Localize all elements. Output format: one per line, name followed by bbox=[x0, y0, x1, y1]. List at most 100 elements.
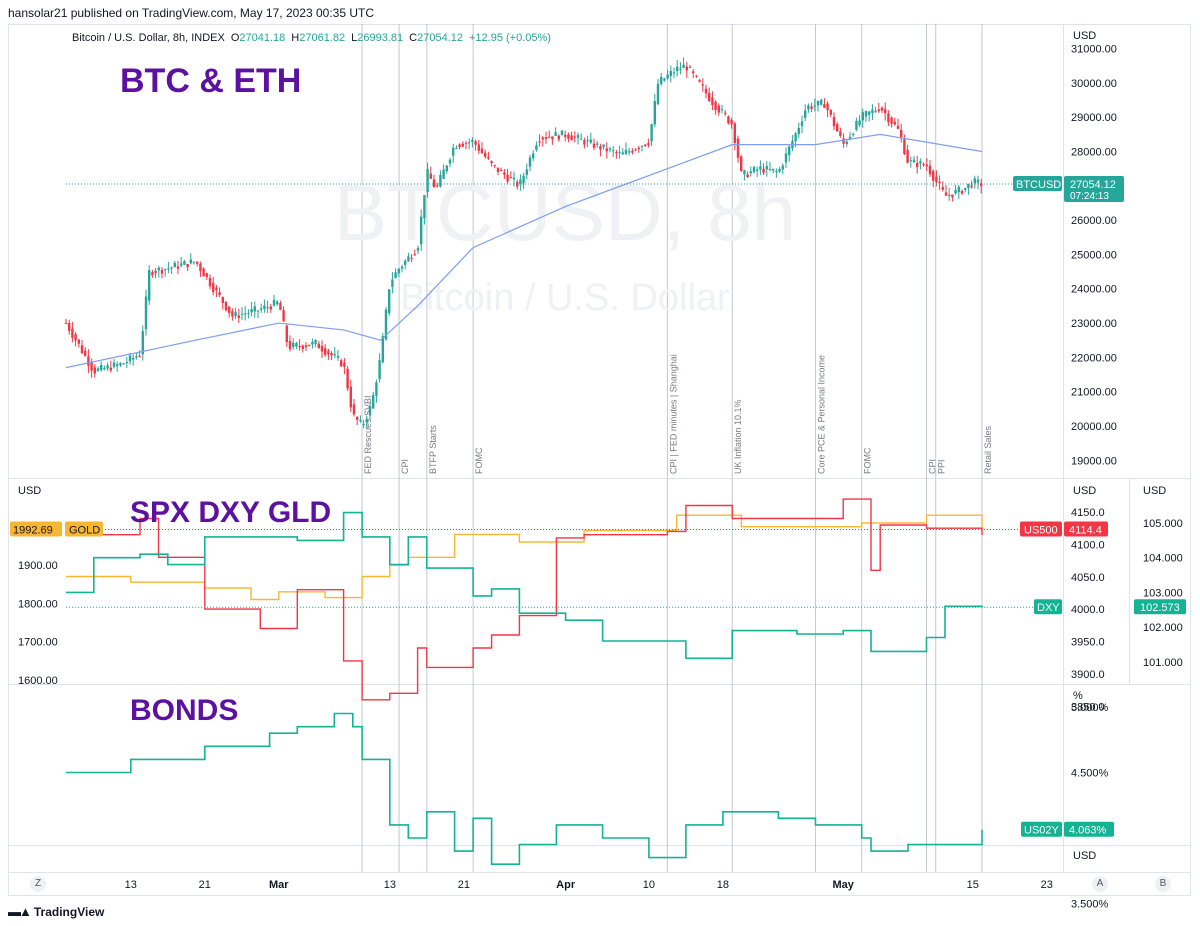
zoom-button[interactable]: Z bbox=[30, 876, 46, 892]
candle-body bbox=[362, 424, 365, 426]
candle-body bbox=[762, 168, 765, 173]
candle-body bbox=[746, 174, 749, 178]
candle-body bbox=[916, 162, 919, 168]
candle-body bbox=[788, 146, 791, 156]
candle-body bbox=[951, 194, 954, 198]
candle-body bbox=[407, 256, 410, 262]
event-label: CPI bbox=[927, 459, 937, 474]
event-label: CPI | FED minutes | Shanghai bbox=[668, 354, 678, 474]
gold-last-value: 1992.69 bbox=[13, 524, 53, 536]
candle-body bbox=[813, 105, 816, 107]
tradingview-logo[interactable]: ▬▲ TradingView bbox=[8, 904, 104, 919]
gold-tick-label: 1700.00 bbox=[18, 637, 58, 649]
y-axis-unit: USD bbox=[1073, 30, 1096, 42]
candle-body bbox=[202, 268, 205, 277]
legend-l-label: L bbox=[351, 32, 357, 44]
log-scale-button[interactable]: B bbox=[1155, 876, 1171, 892]
candle-body bbox=[647, 143, 650, 146]
candle-body bbox=[256, 310, 260, 312]
candle-body bbox=[858, 120, 861, 126]
candle-body bbox=[519, 179, 522, 185]
spx-axis-unit: USD bbox=[1073, 485, 1096, 497]
spx-tick-label: 4050.0 bbox=[1071, 572, 1105, 584]
candle-body bbox=[874, 110, 877, 112]
candle-body bbox=[125, 362, 128, 364]
candle-body bbox=[957, 186, 960, 193]
candle-body bbox=[749, 171, 752, 174]
dxy-last-bg bbox=[1134, 599, 1186, 615]
event-label: PPI bbox=[937, 459, 947, 474]
candle-body bbox=[663, 78, 666, 81]
bottom-axis-unit: USD bbox=[1073, 850, 1096, 862]
candle-body bbox=[743, 170, 746, 175]
candle-body bbox=[314, 340, 317, 345]
candle-body bbox=[173, 262, 176, 268]
x-tick-label: Apr bbox=[556, 879, 576, 891]
legend-o-label: O bbox=[231, 32, 240, 44]
candle-body bbox=[692, 71, 695, 74]
candle-body bbox=[276, 301, 279, 305]
moving-average-line bbox=[65, 133, 983, 369]
y-tick-label: 21000.00 bbox=[1071, 387, 1117, 399]
candle-body bbox=[490, 161, 493, 164]
legend-l: 26993.81 bbox=[357, 32, 403, 44]
candle-body bbox=[903, 139, 906, 155]
candle-body bbox=[480, 148, 484, 154]
candle-body bbox=[941, 187, 944, 190]
candle-body bbox=[781, 165, 784, 170]
candle-body bbox=[570, 135, 573, 141]
candle-body bbox=[896, 125, 900, 129]
candle-body bbox=[263, 305, 266, 309]
dxy-tick-label: 105.000 bbox=[1143, 518, 1183, 530]
candle-body bbox=[343, 362, 346, 367]
candle-body bbox=[682, 64, 685, 68]
candle-body bbox=[912, 159, 916, 163]
candle-body bbox=[333, 354, 336, 356]
candle-body bbox=[234, 311, 237, 316]
candle-body bbox=[804, 110, 807, 118]
candle-body bbox=[493, 165, 496, 167]
candle-body bbox=[285, 325, 288, 342]
legend-header: Bitcoin / U.S. Dollar, 8h, INDEX O27041.1… bbox=[72, 32, 551, 44]
event-label: CPI bbox=[400, 459, 410, 474]
candle-body bbox=[573, 136, 576, 138]
candle-body bbox=[164, 269, 167, 271]
candle-body bbox=[183, 261, 186, 265]
gold-tag-bg bbox=[65, 521, 103, 537]
candle-body bbox=[823, 104, 826, 108]
event-label: FOMC bbox=[863, 447, 873, 474]
candle-body bbox=[807, 105, 810, 110]
candle-body bbox=[100, 364, 103, 371]
candle-body bbox=[308, 344, 311, 346]
candle-body bbox=[474, 141, 477, 145]
candle-body bbox=[794, 133, 797, 142]
candle-body bbox=[618, 152, 621, 154]
x-tick-label: May bbox=[833, 879, 855, 891]
candle-body bbox=[212, 282, 215, 292]
candle-body bbox=[528, 157, 532, 167]
candle-body bbox=[583, 140, 586, 145]
candle-body bbox=[884, 109, 887, 114]
candle-body bbox=[128, 355, 132, 362]
candle-body bbox=[279, 303, 282, 310]
candle-body bbox=[772, 168, 775, 171]
auto-scale-button[interactable]: A bbox=[1092, 876, 1108, 892]
candle-body bbox=[119, 363, 122, 366]
candle-body bbox=[80, 345, 84, 354]
candle-body bbox=[871, 109, 874, 114]
legend-o: 27041.18 bbox=[239, 32, 285, 44]
gold-tick-label: 1800.00 bbox=[18, 598, 58, 610]
candle-body bbox=[196, 261, 199, 264]
candle-body bbox=[906, 149, 909, 163]
candle-body bbox=[877, 109, 880, 112]
candle-body bbox=[615, 151, 618, 153]
candle-body bbox=[116, 364, 119, 367]
candle-body bbox=[384, 309, 388, 340]
candle-body bbox=[340, 360, 343, 367]
candle-body bbox=[106, 365, 109, 369]
candle-body bbox=[391, 279, 394, 288]
candle-body bbox=[272, 299, 276, 306]
candle-body bbox=[151, 272, 154, 276]
bonds-axis-unit: % bbox=[1073, 690, 1083, 702]
